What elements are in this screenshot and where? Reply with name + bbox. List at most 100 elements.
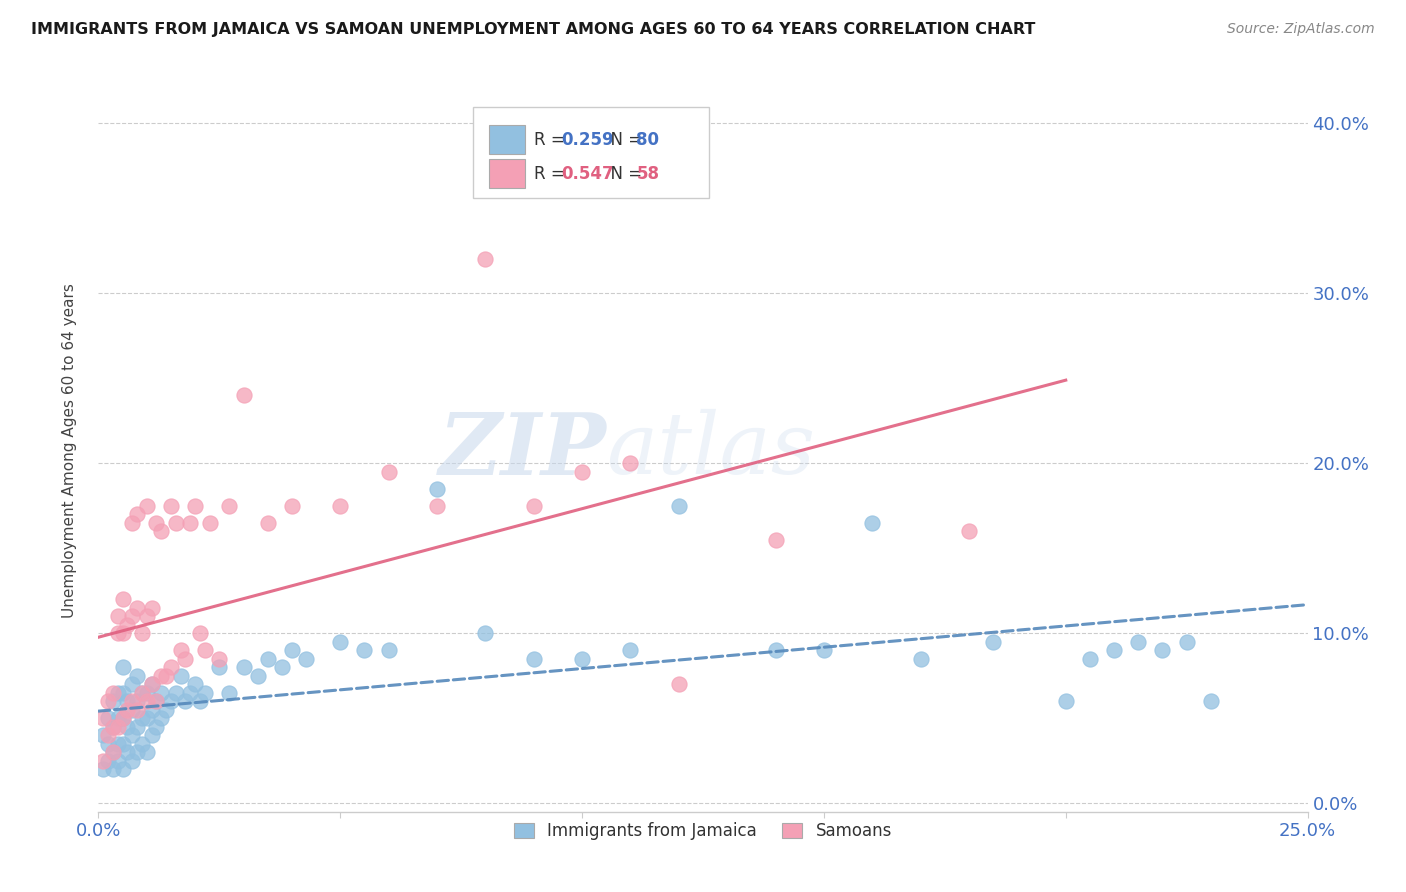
Text: N =: N = [600,131,648,149]
FancyBboxPatch shape [489,125,526,154]
Point [107,609,129,624]
Point [188,626,211,640]
Point [117,617,139,632]
Point [135,711,157,725]
Point [97,711,120,725]
Point [194,686,217,700]
Point [208,660,231,674]
Point [184,499,207,513]
Point [107,626,129,640]
Point [194,643,217,657]
Point [101,745,124,759]
Point [111,762,134,776]
Point [426,482,449,496]
Point [91,711,114,725]
Point [179,516,201,530]
Point [107,711,129,725]
Point [957,524,980,539]
Point [353,643,375,657]
Point [160,694,183,708]
Point [377,643,399,657]
Point [127,694,149,708]
Text: R =: R = [534,131,569,149]
Point [101,720,124,734]
Point [232,388,254,402]
Point [571,465,593,479]
Text: 0.259: 0.259 [561,131,614,149]
Point [174,694,197,708]
Point [155,703,177,717]
Point [1128,634,1150,648]
Text: 80: 80 [637,131,659,149]
Point [179,686,201,700]
Point [121,754,143,768]
Point [668,499,690,513]
Text: IMMIGRANTS FROM JAMAICA VS SAMOAN UNEMPLOYMENT AMONG AGES 60 TO 64 YEARS CORRELA: IMMIGRANTS FROM JAMAICA VS SAMOAN UNEMPL… [31,22,1035,37]
Text: Source: ZipAtlas.com: Source: ZipAtlas.com [1227,22,1375,37]
Point [131,737,153,751]
Point [111,592,134,607]
Point [765,643,787,657]
Point [218,686,240,700]
Point [141,677,163,691]
Point [117,703,139,717]
Point [281,643,304,657]
Point [97,737,120,751]
Point [1102,643,1125,657]
Point [135,609,157,624]
Point [107,737,129,751]
Point [111,660,134,674]
Point [281,499,304,513]
Point [131,686,153,700]
Text: 58: 58 [637,165,659,183]
Point [169,643,191,657]
Point [97,754,120,768]
Text: ZIP: ZIP [439,409,606,492]
Point [474,626,496,640]
Point [135,745,157,759]
Point [860,516,883,530]
Point [765,533,787,547]
Point [150,686,173,700]
Point [232,660,254,674]
Point [256,516,278,530]
Point [101,720,124,734]
Point [271,660,294,674]
Point [111,711,134,725]
Point [523,651,546,665]
Point [184,677,207,691]
Point [111,626,134,640]
Point [121,516,143,530]
Point [121,728,143,742]
Point [145,516,167,530]
Y-axis label: Unemployment Among Ages 60 to 64 years: Unemployment Among Ages 60 to 64 years [62,283,77,618]
Point [131,626,153,640]
Point [145,694,167,708]
Point [107,686,129,700]
Point [150,524,173,539]
Point [135,499,157,513]
Point [141,703,163,717]
Point [1175,634,1198,648]
Point [981,634,1004,648]
Point [127,745,149,759]
Point [141,600,163,615]
Point [198,516,221,530]
Point [145,694,167,708]
Text: 0.547: 0.547 [561,165,614,183]
Point [571,651,593,665]
Point [117,694,139,708]
Point [127,507,149,521]
Point [1199,694,1222,708]
Point [218,499,240,513]
Point [619,456,641,470]
Point [160,499,183,513]
Point [121,609,143,624]
Point [188,694,211,708]
Point [97,694,120,708]
Point [1054,694,1077,708]
Point [619,643,641,657]
Text: N =: N = [600,165,648,183]
Point [141,677,163,691]
Point [127,720,149,734]
